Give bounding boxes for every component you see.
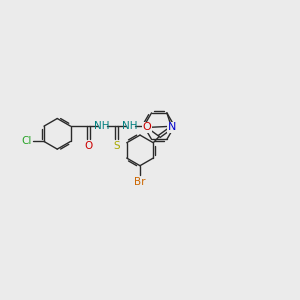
Text: NH: NH: [122, 121, 138, 131]
Text: NH: NH: [94, 121, 110, 131]
Text: S: S: [113, 141, 120, 151]
Text: N: N: [167, 122, 176, 133]
Text: O: O: [84, 141, 93, 151]
Text: O: O: [142, 122, 151, 133]
Text: Br: Br: [134, 177, 146, 187]
Text: Cl: Cl: [22, 136, 32, 146]
